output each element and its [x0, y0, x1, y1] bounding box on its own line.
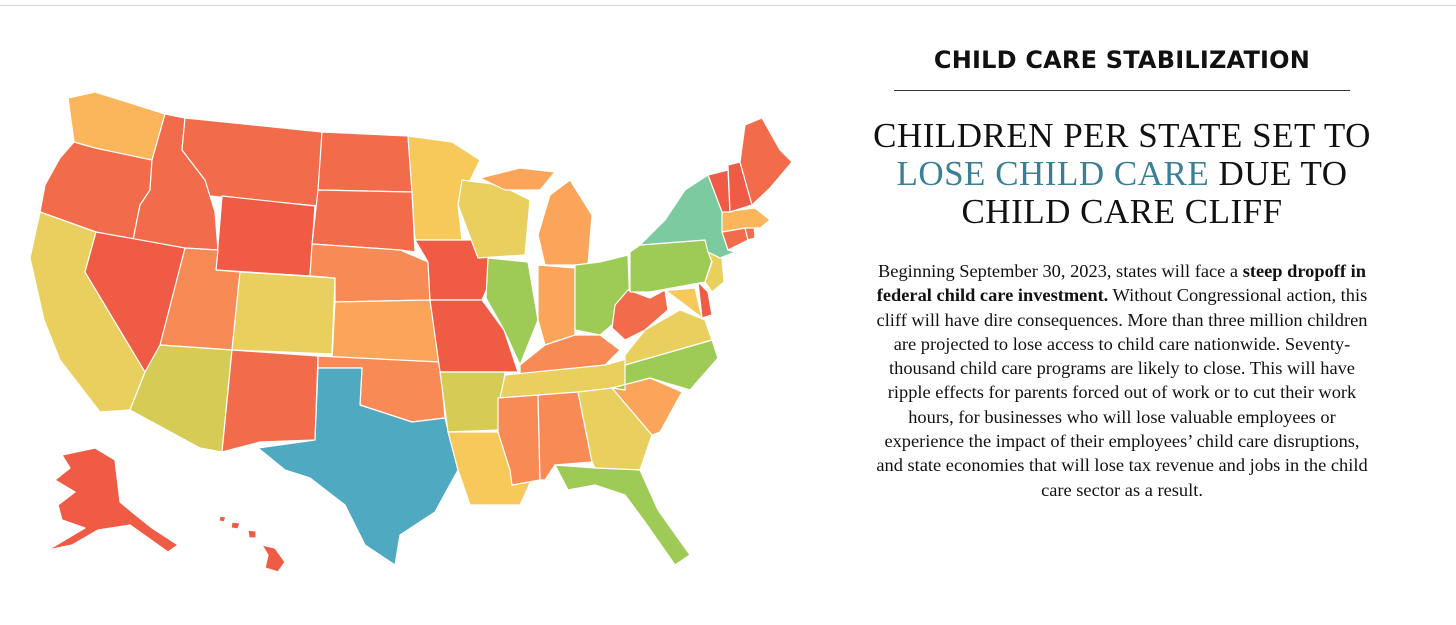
state-nj [704, 251, 725, 293]
state-tx [257, 367, 459, 566]
state-ks [331, 299, 441, 363]
headline-part-2: DUE TO CHILD CARE CLIFF [961, 154, 1348, 231]
state-nd [317, 131, 413, 193]
body-text-2: Without Congressional action, this cliff… [876, 285, 1368, 500]
state-in [537, 264, 576, 346]
state-mo [429, 299, 519, 373]
state-de [697, 281, 713, 319]
top-divider [0, 5, 1456, 6]
section-title: CHILD CARE STABILIZATION [933, 46, 1311, 74]
state-mn [407, 135, 481, 241]
state-ma [721, 207, 771, 233]
text-panel: CHILD CARE STABILIZATION CHILDREN PER ST… [864, 40, 1380, 502]
body-paragraph: Beginning September 30, 2023, states wil… [864, 259, 1380, 502]
state-sd [311, 189, 416, 253]
state-hi [218, 515, 286, 573]
headline: CHILDREN PER STATE SET TO LOSE CHILD CAR… [864, 117, 1380, 231]
headline-accent: LOSE CHILD CARE [896, 154, 1210, 193]
state-wv [611, 289, 669, 341]
state-nc [611, 339, 719, 391]
state-nm [221, 349, 319, 453]
state-co [231, 271, 336, 355]
body-text-bold: steep dropoff in federal child care inve… [876, 261, 1366, 306]
state-ak [47, 447, 179, 553]
state-fl [554, 464, 691, 566]
section-divider [894, 90, 1350, 91]
headline-part-1: CHILDREN PER STATE SET TO [873, 116, 1371, 155]
state-wy [215, 195, 316, 277]
state-me [739, 117, 793, 206]
state-ar [439, 371, 506, 433]
us-state-map [0, 80, 820, 580]
body-text-1: Beginning September 30, 2023, states wil… [878, 261, 1243, 281]
